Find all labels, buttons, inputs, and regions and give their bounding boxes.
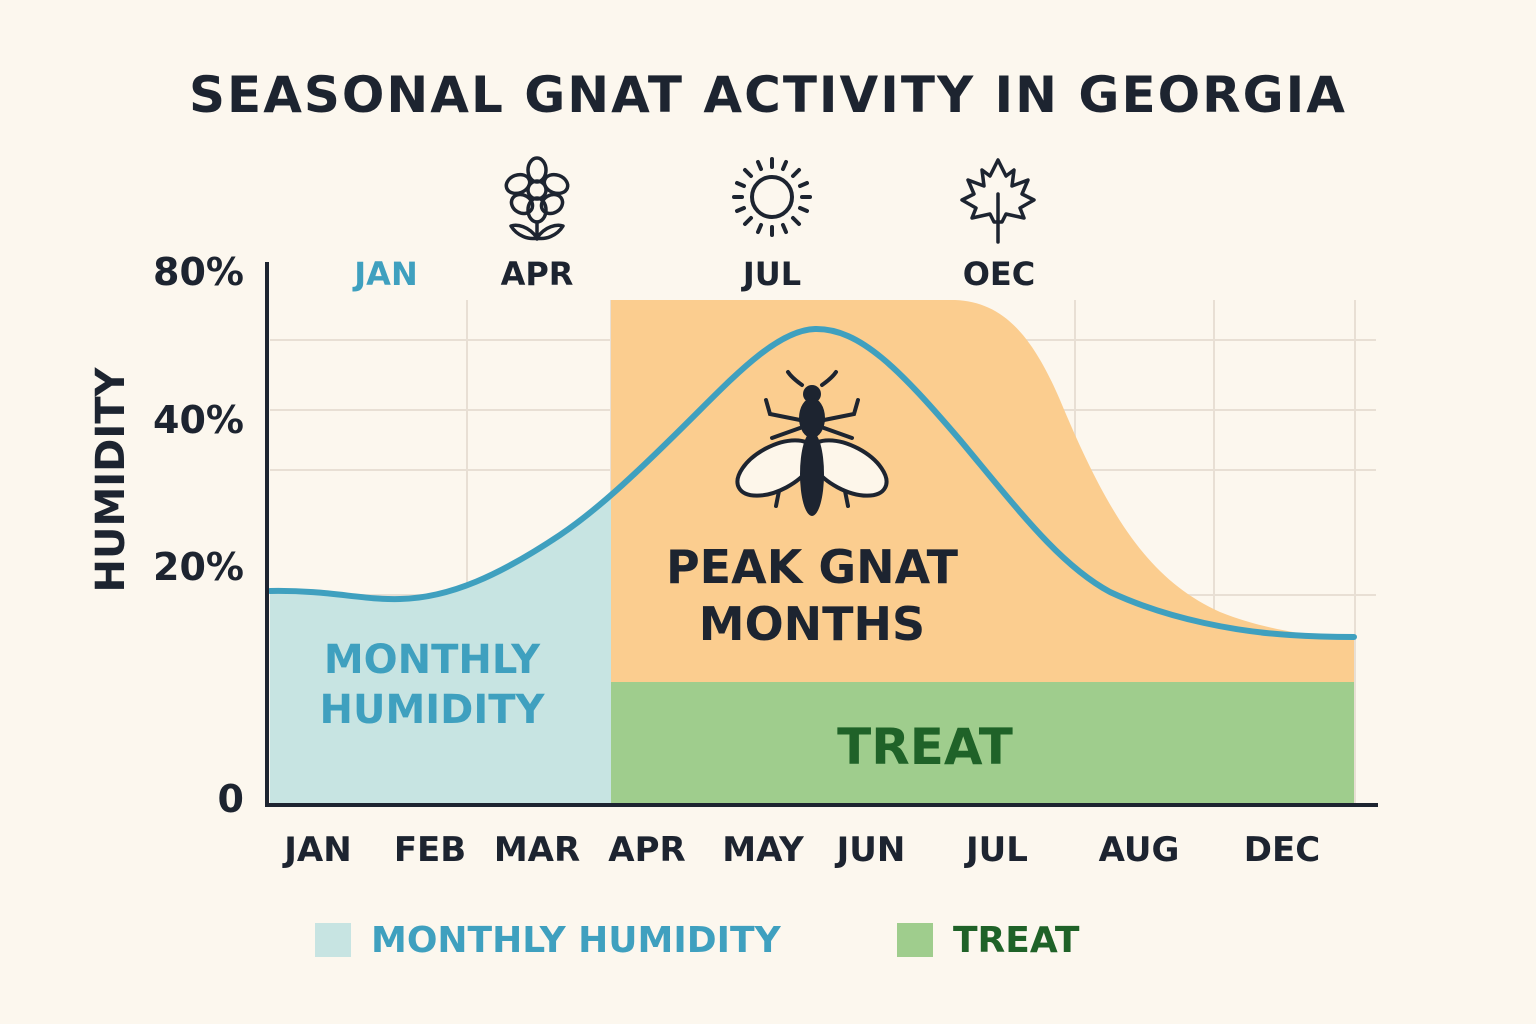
- legend-item-monthly-humidity: MONTHLY HUMIDITY: [315, 918, 781, 962]
- y-axis-title: HUMIDITY: [88, 366, 134, 592]
- peak-gnat-months-area: [611, 300, 1354, 805]
- season-labels: JAN APR JUL OEC: [352, 255, 1035, 293]
- x-tick-label: APR: [608, 830, 685, 870]
- x-tick-labels: JAN FEB MAR APR MAY JUN JUL AUG DEC: [282, 830, 1320, 870]
- flower-icon: [504, 156, 570, 241]
- legend-label-treat: TREAT: [953, 919, 1080, 961]
- season-label: JAN: [352, 255, 417, 293]
- legend-item-treat: TREAT: [897, 918, 1080, 962]
- y-tick-label: 80%: [153, 250, 244, 294]
- treat-area: [611, 682, 1354, 803]
- monthly-humidity-line: [267, 325, 1357, 640]
- legend-swatch-treat: [897, 923, 933, 957]
- monthly-humidity-label-line1: MONTHLY: [324, 637, 541, 683]
- x-tick-label: JAN: [282, 830, 351, 870]
- x-tick-label: MAR: [494, 830, 580, 870]
- x-tick-label: DEC: [1244, 830, 1320, 870]
- x-tick-label: AUG: [1099, 830, 1180, 870]
- treat-region-label: TREAT: [837, 718, 1013, 776]
- y-tick-label: 40%: [153, 398, 244, 442]
- x-tick-label: JUN: [835, 830, 906, 870]
- season-label: APR: [501, 255, 574, 293]
- x-tick-label: MAY: [722, 830, 804, 870]
- sun-icon: [732, 157, 812, 237]
- peak-gnat-months-label-line1: PEAK GNAT: [666, 540, 959, 594]
- x-tick-label: FEB: [394, 830, 466, 870]
- legend-swatch-humidity: [315, 923, 351, 957]
- peak-gnat-months-label-line2: MONTHS: [699, 597, 925, 651]
- legend-label-humidity: MONTHLY HUMIDITY: [371, 919, 781, 961]
- monthly-humidity-label-line2: HUMIDITY: [320, 687, 546, 733]
- leaf-icon: [960, 158, 1036, 244]
- chart-title: SEASONAL GNAT ACTIVITY IN GEORGIA: [189, 66, 1347, 124]
- monthly-humidity-area: [270, 497, 611, 805]
- y-tick-label: 0: [218, 777, 244, 821]
- x-tick-label: JUL: [964, 830, 1028, 870]
- y-tick-label: 20%: [153, 545, 244, 589]
- season-label: JUL: [741, 255, 801, 293]
- season-label: OEC: [963, 255, 1036, 293]
- gnat-icon: [735, 370, 889, 516]
- y-tick-labels: 80% 40% 20% 0: [153, 250, 244, 821]
